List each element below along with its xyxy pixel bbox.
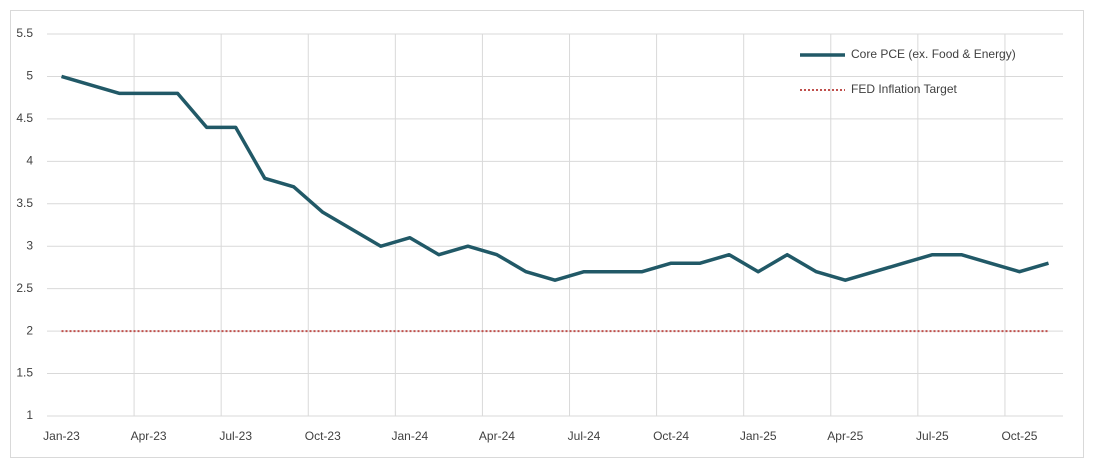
y-tick-label: 2 [26, 323, 33, 337]
y-tick-label: 5 [26, 69, 33, 83]
legend-label: Core PCE (ex. Food & Energy) [851, 47, 1016, 61]
y-tick-label: 1.5 [16, 366, 33, 380]
x-tick-label: Jul-23 [219, 429, 252, 443]
y-tick-label: 1 [26, 408, 33, 422]
x-tick-label: Jan-25 [740, 429, 777, 443]
y-tick-label: 3.5 [16, 196, 33, 210]
x-tick-label: Jan-23 [43, 429, 80, 443]
x-tick-label: Jan-24 [392, 429, 429, 443]
y-tick-label: 4.5 [16, 111, 33, 125]
y-tick-label: 3 [26, 238, 33, 252]
x-tick-label: Jul-24 [568, 429, 601, 443]
legend-label: FED Inflation Target [851, 82, 957, 96]
x-tick-label: Jul-25 [916, 429, 949, 443]
x-tick-label: Apr-24 [479, 429, 515, 443]
y-tick-label: 5.5 [16, 26, 33, 40]
y-tick-label: 2.5 [16, 281, 33, 295]
x-tick-label: Apr-23 [131, 429, 167, 443]
data-line [61, 74, 1049, 282]
x-tick-label: Oct-25 [1001, 429, 1037, 443]
chart-frame [10, 10, 1084, 458]
x-tick-label: Apr-25 [827, 429, 863, 443]
y-tick-label: 4 [26, 154, 33, 168]
x-tick-label: Oct-24 [653, 429, 689, 443]
x-tick-label: Oct-23 [305, 429, 341, 443]
